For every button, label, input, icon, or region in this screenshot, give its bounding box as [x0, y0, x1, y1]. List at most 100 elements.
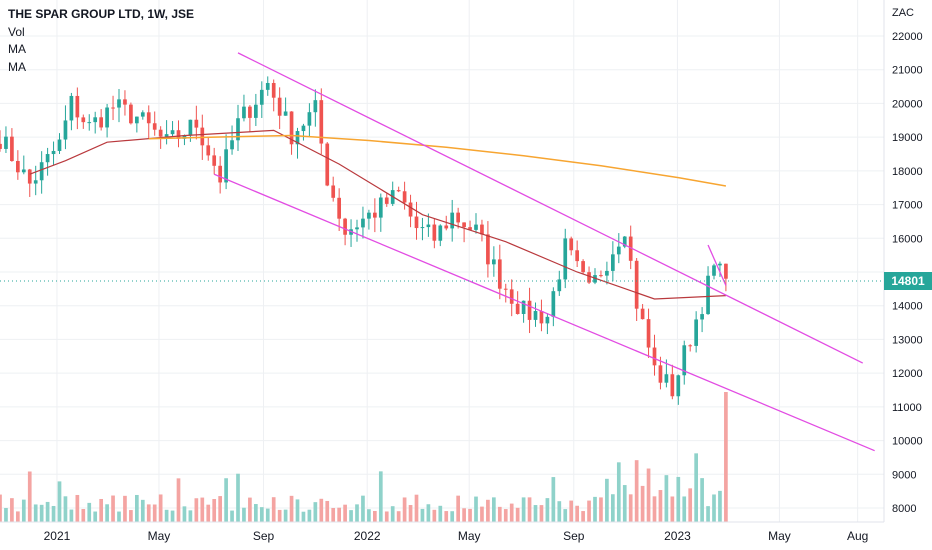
volume-bar	[622, 485, 627, 522]
candle-body	[539, 311, 544, 324]
volume-bar	[236, 473, 240, 522]
candle-body	[581, 261, 585, 273]
candle-body	[420, 227, 425, 229]
volume-bar	[75, 494, 80, 522]
candle-body	[432, 224, 437, 241]
volume-bars	[0, 392, 728, 522]
volume-bar	[248, 497, 252, 522]
volume-bar	[480, 506, 484, 522]
candle-body	[301, 125, 306, 132]
volume-bar	[224, 478, 228, 522]
volume-bar	[176, 478, 181, 522]
volume-bar	[57, 481, 62, 522]
volume-bar	[503, 509, 508, 522]
candle-body	[283, 111, 288, 116]
volume-bar	[396, 511, 401, 522]
candle-body	[361, 218, 365, 228]
volume-bar	[486, 499, 490, 522]
volume-bar	[474, 496, 478, 522]
volume-bar	[521, 497, 526, 522]
volume-bar	[27, 471, 32, 522]
volume-bar	[0, 494, 2, 522]
volume-bar	[575, 505, 579, 522]
candle-body	[373, 212, 377, 218]
volume-bar	[587, 500, 591, 522]
legend-vol[interactable]: Vol	[8, 24, 25, 39]
candle-body	[652, 347, 657, 366]
legend-ma-1[interactable]: MA	[8, 42, 26, 56]
candle-body	[599, 275, 603, 277]
candle-body	[135, 116, 139, 124]
candle-body	[206, 145, 211, 156]
volume-bar	[634, 460, 639, 522]
time-tick-label: May	[768, 529, 791, 543]
candle-body	[75, 95, 80, 118]
candle-body	[378, 197, 383, 218]
candle-body	[468, 227, 472, 230]
volume-bar	[218, 496, 222, 522]
volume-bar	[509, 503, 514, 522]
candle-body	[307, 112, 312, 126]
volume-bar	[694, 453, 698, 522]
time-tick-label: May	[148, 529, 171, 543]
symbol-title[interactable]: THE SPAR GROUP LTD, 1W, JSE	[8, 7, 195, 21]
candle-body	[634, 260, 639, 309]
candle-body	[480, 224, 484, 235]
volume-bar	[444, 511, 449, 522]
price-tick-label: 17000	[892, 200, 923, 212]
candle-body	[230, 140, 234, 150]
candle-body	[616, 246, 621, 255]
candle-body	[408, 202, 413, 217]
candle-body	[402, 191, 407, 203]
volume-bar	[206, 504, 211, 522]
legend-ma-2[interactable]: MA	[8, 59, 26, 74]
volume-bar	[283, 509, 288, 522]
volume-bar	[319, 498, 324, 522]
candle-body	[164, 134, 169, 137]
volume-bar	[628, 494, 633, 522]
volume-bar	[242, 507, 246, 522]
volume-bar	[652, 496, 657, 522]
candle-body	[367, 212, 371, 219]
candle-body	[694, 319, 698, 346]
candle-body	[51, 150, 56, 155]
volume-bar	[724, 392, 728, 522]
volume-bar	[230, 510, 234, 522]
volume-bar	[414, 494, 419, 522]
volume-bar	[468, 508, 472, 522]
candle-body	[343, 218, 347, 235]
candle-body	[93, 117, 98, 123]
volume-bar	[563, 509, 568, 522]
volume-bar	[182, 506, 187, 522]
volume-bar	[164, 509, 169, 522]
volume-bar	[63, 496, 68, 522]
time-tick-label: Sep	[563, 529, 585, 543]
price-tick-label: 8000	[892, 503, 916, 515]
candle-body	[271, 82, 276, 98]
volume-bar	[497, 506, 502, 522]
candle-body	[355, 227, 359, 230]
volume-bar	[135, 494, 139, 522]
candle-body	[265, 82, 270, 90]
candle-body	[497, 259, 502, 289]
volume-bar	[640, 485, 645, 522]
volume-bar	[551, 477, 556, 522]
volume-bar	[492, 497, 496, 522]
candle-body	[622, 236, 627, 247]
price-tick-label: 22000	[892, 31, 923, 43]
volume-bar	[81, 509, 86, 522]
candle-body	[462, 222, 466, 228]
candle-body	[486, 234, 490, 265]
candle-body	[81, 117, 86, 123]
candle-body	[682, 345, 687, 376]
price-tick-label: 21000	[892, 65, 923, 77]
candle-body	[254, 104, 258, 118]
candle-body	[450, 212, 455, 229]
candle-body	[248, 106, 252, 118]
candle-body	[527, 300, 532, 320]
volume-bar	[378, 471, 383, 522]
volume-bar	[152, 504, 157, 522]
candle-body	[337, 197, 341, 219]
candle-body	[551, 291, 556, 317]
